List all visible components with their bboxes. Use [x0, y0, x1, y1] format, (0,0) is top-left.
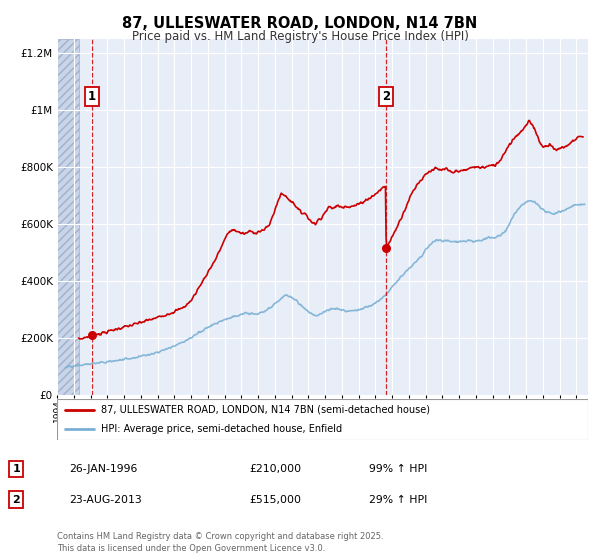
Text: 29% ↑ HPI: 29% ↑ HPI	[369, 494, 427, 505]
Text: Contains HM Land Registry data © Crown copyright and database right 2025.
This d: Contains HM Land Registry data © Crown c…	[57, 533, 383, 553]
Text: Price paid vs. HM Land Registry's House Price Index (HPI): Price paid vs. HM Land Registry's House …	[131, 30, 469, 43]
Text: £515,000: £515,000	[249, 494, 301, 505]
Text: 87, ULLESWATER ROAD, LONDON, N14 7BN: 87, ULLESWATER ROAD, LONDON, N14 7BN	[122, 16, 478, 31]
Text: £210,000: £210,000	[249, 464, 301, 474]
Text: 1: 1	[13, 464, 20, 474]
Text: HPI: Average price, semi-detached house, Enfield: HPI: Average price, semi-detached house,…	[101, 423, 341, 433]
Text: 23-AUG-2013: 23-AUG-2013	[69, 494, 142, 505]
Text: 1: 1	[88, 90, 96, 102]
FancyBboxPatch shape	[57, 399, 588, 440]
Text: 2: 2	[13, 494, 20, 505]
Text: 99% ↑ HPI: 99% ↑ HPI	[369, 464, 427, 474]
Text: 2: 2	[382, 90, 390, 102]
Text: 26-JAN-1996: 26-JAN-1996	[69, 464, 137, 474]
Text: 87, ULLESWATER ROAD, LONDON, N14 7BN (semi-detached house): 87, ULLESWATER ROAD, LONDON, N14 7BN (se…	[101, 405, 430, 415]
Bar	[57, 39, 79, 395]
